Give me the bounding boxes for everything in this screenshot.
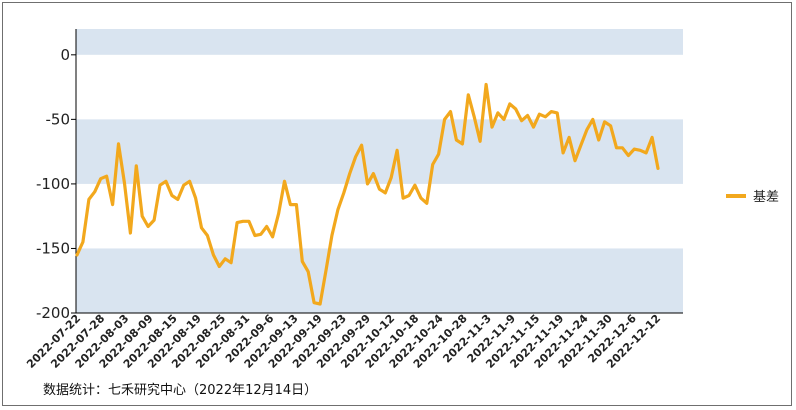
- y-tick-label: -200: [36, 304, 70, 322]
- source-note: 数据统计：七禾研究中心（2022年12月14日）: [43, 383, 318, 398]
- x-axis-ticks: 2022-07-222022-07-282022-08-032022-08-09…: [24, 312, 663, 371]
- band-1: [76, 119, 683, 184]
- line-chart: 0 -50 -100 -150 -200 2022-07-222022-07-28202…: [24, 29, 779, 371]
- legend-label: 基差: [753, 190, 779, 205]
- y-tick-label: -50: [46, 110, 71, 128]
- y-tick-label: -100: [36, 175, 70, 193]
- legend: 基差: [726, 190, 779, 205]
- series-layer: [75, 82, 660, 306]
- band-0: [76, 29, 683, 55]
- y-tick-label: -150: [36, 239, 70, 257]
- series-line-jicha: [75, 82, 660, 306]
- y-axis-ticks: 0 -50 -100 -150 -200: [36, 46, 76, 322]
- y-tick-label: 0: [60, 46, 70, 64]
- chart-frame: 0 -50 -100 -150 -200 2022-07-22 2022-07-28 202…: [2, 2, 792, 406]
- background-bands: [76, 29, 683, 313]
- chart-axes: [75, 29, 683, 314]
- band-2: [76, 248, 683, 313]
